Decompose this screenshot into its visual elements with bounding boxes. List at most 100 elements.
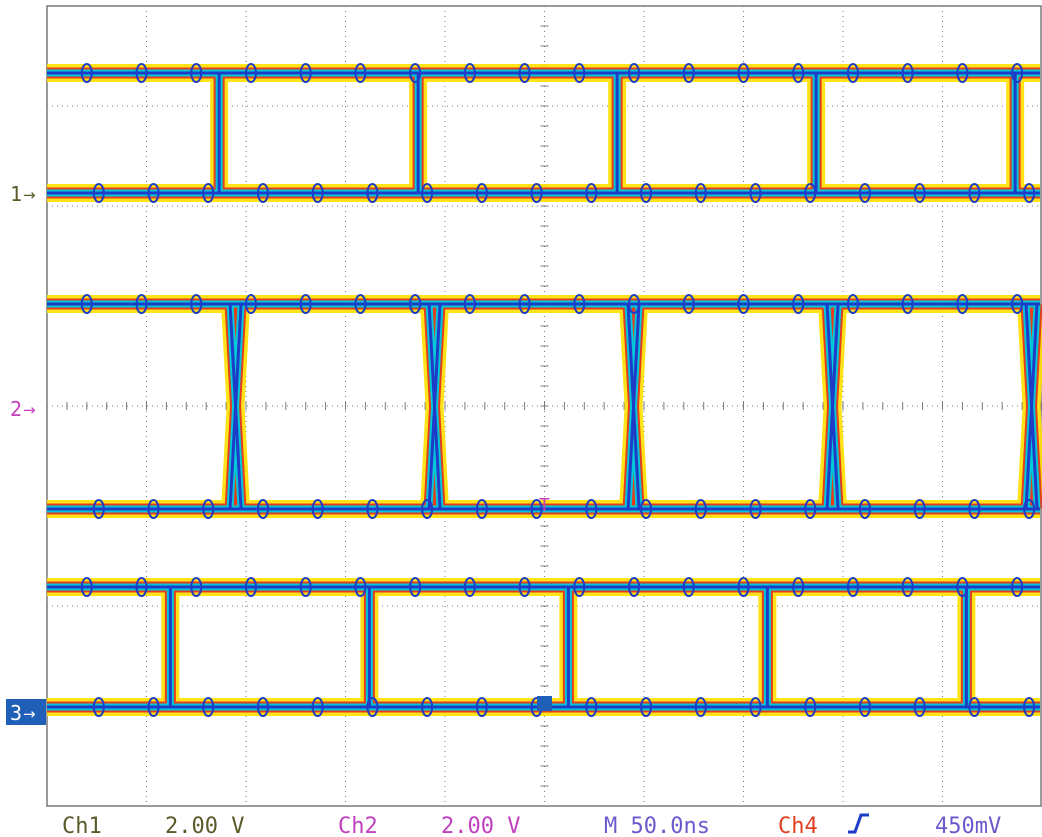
ch1-glitch-point [956,63,969,83]
ch3-marker-highlight [6,699,46,725]
ch2-glitch-point [640,499,653,519]
ch2-glitch-point [628,294,641,314]
ch1-glitch-point [737,63,750,83]
ch2-marker-arrow-icon: → [23,401,36,419]
ch2-glitch-point [463,294,476,314]
ch2-glitch-point [354,294,367,314]
ch3-glitch-point [1011,577,1024,597]
ch3-ground-marker[interactable]: 3 → [6,699,46,725]
trigger-source: Ch4 [778,814,818,837]
ch3-glitch-point [256,697,269,717]
ch3-glitch-point [80,577,93,597]
ch1-glitch-point [244,63,257,83]
ch2-glitch-point [901,294,914,314]
ch3-glitch-point [956,577,969,597]
ch1-glitch-point [475,183,488,203]
ch1-glitch-point [190,63,203,83]
ch3-glitch-point [409,577,422,597]
ch2-glitch-point [421,499,434,519]
ch2-trace-layer-3 [47,302,1040,511]
ch2-glitch-point [475,499,488,519]
trigger-t-label: T [539,495,550,516]
ch1-glitch-point [573,63,586,83]
trace-ch1 [47,63,1040,203]
ch2-glitch-point [92,499,105,519]
ch3-marker-label: 3 [10,701,22,725]
ch2-glitch-point [299,294,312,314]
ch3-glitch-point [366,697,379,717]
ch3-glitch-point [1023,697,1036,717]
ch2-label: Ch2 [338,814,378,837]
ch2-glitch-point [366,499,379,519]
ch2-glitch-point [846,294,859,314]
ch1-glitch-point [135,63,148,83]
ch1-glitch-point [256,183,269,203]
ch2-glitch-point [585,499,598,519]
ch3-glitch-point [92,697,105,717]
ch1-glitch-point [640,183,653,203]
ch2-glitch-point [518,294,531,314]
ch3-glitch-point [682,577,695,597]
ch3-glitch-point [968,697,981,717]
ch3-glitch-point [354,577,367,597]
ch3-glitch-point [518,577,531,597]
ch1-glitch-point [1023,183,1036,203]
ch1-ground-marker[interactable]: 1 → [10,182,36,206]
ch3-glitch-point [792,577,805,597]
ch1-scale: 2.00 V [165,814,244,837]
trigger-position-marker[interactable] [537,696,552,711]
ch3-marker-arrow-icon: → [23,705,36,723]
ch3-glitch-point [804,697,817,717]
ch1-glitch-point [682,63,695,83]
ch1-marker-label: 1 [10,182,22,206]
ch3-glitch-point [901,577,914,597]
ch1-trace-layer-3 [47,71,1040,195]
ch3-glitch-point [463,577,476,597]
ch2-glitch-point [190,294,203,314]
ch2-glitch-point [1011,294,1024,314]
ch3-glitch-point [573,577,586,597]
ch1-glitch-point [80,63,93,83]
ch1-glitch-point [901,63,914,83]
status-bar: Ch1 2.00 V Ch2 2.00 V M 50.0ns Ch4 450mV [62,813,1001,837]
ch3-glitch-point [147,697,160,717]
ch2-glitch-point [858,499,871,519]
ch1-label: Ch1 [62,814,102,837]
ch2-glitch-point [968,499,981,519]
ch1-glitch-point [147,183,160,203]
ch3-glitch-point [475,697,488,717]
ch3-glitch-point [846,577,859,597]
ch2-ground-marker[interactable]: 2 → [10,397,36,421]
ch2-scale: 2.00 V [441,814,520,837]
ch3-glitch-point [311,697,324,717]
ch3-glitch-point [244,577,257,597]
ch2-glitch-point [135,294,148,314]
ch3-glitch-point [202,697,215,717]
ch1-glitch-point [1011,63,1024,83]
ch2-glitch-point [1023,499,1036,519]
ch1-glitch-point [858,183,871,203]
ch1-glitch-point [913,183,926,203]
ch3-glitch-point [299,577,312,597]
rising-edge-icon [848,813,869,834]
ch2-glitch-point [913,499,926,519]
ch1-glitch-point [463,63,476,83]
ch2-glitch-point [311,499,324,519]
ch2-marker-label: 2 [10,397,22,421]
ch3-glitch-point [737,577,750,597]
ch2-glitch-point [792,294,805,314]
ch1-glitch-point [354,63,367,83]
ch3-glitch-point [628,577,641,597]
ch3-glitch-point [858,697,871,717]
ch2-glitch-point [573,294,586,314]
ch1-marker-arrow-icon: → [23,186,36,204]
ch1-glitch-point [518,63,531,83]
ch2-glitch-point [202,499,215,519]
ch1-glitch-point [968,183,981,203]
ch1-glitch-point [694,183,707,203]
timebase-readout: M 50.0ns [604,814,710,837]
trigger-level-marker[interactable]: T [539,495,550,516]
ch2-glitch-point [256,499,269,519]
ch2-glitch-point [530,499,543,519]
